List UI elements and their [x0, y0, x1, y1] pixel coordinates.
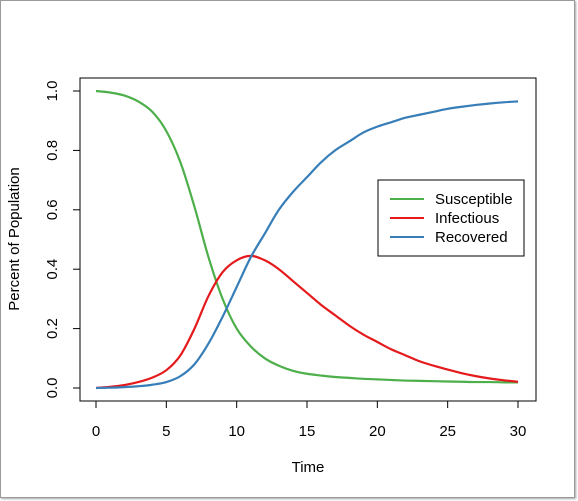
legend-label-infectious: Infectious: [435, 210, 499, 227]
x-axis: 0 5 10 15 20 25 30: [92, 400, 527, 440]
x-tick-label: 25: [439, 423, 456, 440]
y-tick-label: 0.8: [44, 140, 61, 161]
y-axis-title: Percent of Population: [6, 167, 23, 310]
legend-label-susceptible: Susceptible: [435, 191, 513, 208]
x-tick-label: 15: [299, 423, 316, 440]
legend-label-recovered: Recovered: [435, 229, 508, 246]
x-tick-label: 5: [162, 423, 170, 440]
y-tick-label: 0.2: [44, 318, 61, 339]
x-tick-label: 30: [510, 423, 527, 440]
series-line-susceptible: [95, 89, 519, 384]
x-tick-label: 20: [369, 423, 386, 440]
x-axis-title: Time: [292, 459, 325, 476]
y-tick-label: 1.0: [44, 81, 61, 102]
series-line-infectious: [95, 254, 519, 390]
y-tick-label: 0.6: [44, 199, 61, 220]
x-tick-label: 0: [92, 423, 100, 440]
legend: Susceptible Infectious Recovered: [377, 179, 525, 257]
y-tick-label: 0.0: [44, 378, 61, 399]
series-line-recovered: [95, 100, 519, 390]
x-tick-label: 10: [228, 423, 245, 440]
y-tick-label: 0.4: [44, 259, 61, 280]
y-axis: 0.0 0.2 0.4 0.6 0.8 1.0: [44, 81, 81, 399]
series-lines: [95, 89, 519, 390]
